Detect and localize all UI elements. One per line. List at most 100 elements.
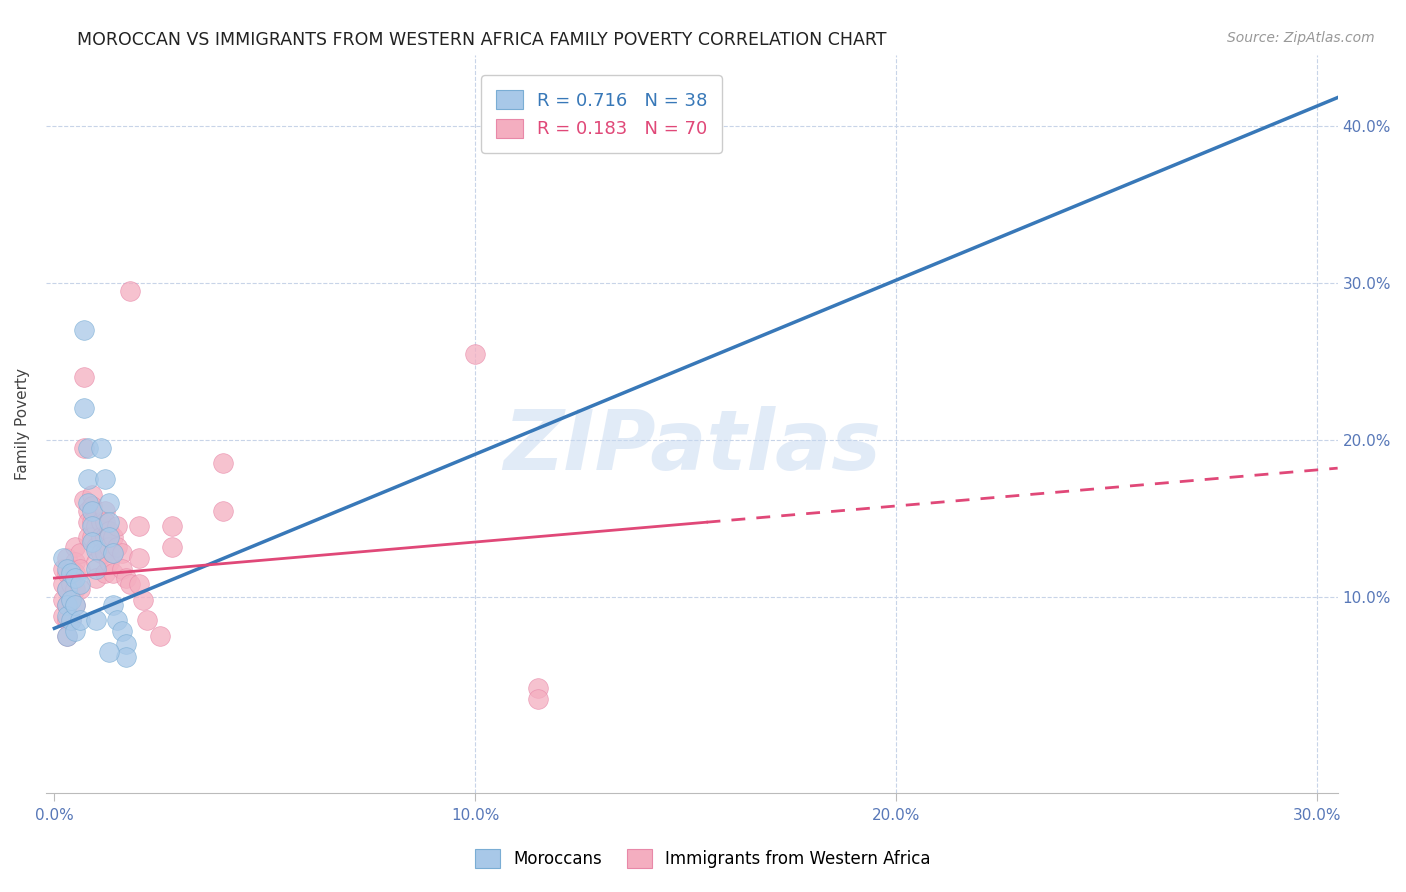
Point [77, 503, 100, 517]
Text: ZIPatlas: ZIPatlas [503, 406, 880, 487]
Point [65, 624, 87, 639]
Point [52, 593, 75, 607]
Point [69, 614, 91, 628]
Point [527, 681, 550, 695]
Point [56, 582, 79, 596]
Point [77, 441, 100, 455]
Point [69, 577, 91, 591]
Point [98, 496, 121, 510]
Point [65, 582, 87, 596]
Text: Source: ZipAtlas.com: Source: ZipAtlas.com [1227, 31, 1375, 45]
Point [82, 488, 104, 502]
Point [56, 608, 79, 623]
Point [86, 555, 108, 569]
Point [56, 566, 79, 581]
Point [103, 598, 125, 612]
Point [90, 441, 112, 455]
Point [65, 571, 87, 585]
Point [111, 624, 134, 639]
Point [90, 546, 112, 560]
Point [612, 135, 634, 149]
Point [60, 561, 83, 575]
Point [86, 542, 108, 557]
Point [65, 555, 87, 569]
Point [103, 546, 125, 560]
Point [82, 515, 104, 529]
Point [65, 540, 87, 554]
Point [56, 582, 79, 596]
Point [73, 323, 96, 337]
Point [73, 492, 96, 507]
Point [69, 561, 91, 575]
Point [148, 629, 170, 643]
Point [77, 515, 100, 529]
Point [94, 546, 117, 560]
Point [111, 561, 134, 575]
Point [103, 530, 125, 544]
Point [77, 530, 100, 544]
Point [60, 577, 83, 591]
Point [211, 503, 233, 517]
Point [60, 566, 83, 581]
Point [56, 561, 79, 575]
Point [136, 614, 159, 628]
Point [98, 515, 121, 529]
Point [86, 561, 108, 575]
Point [69, 546, 91, 560]
Point [52, 561, 75, 575]
Point [65, 598, 87, 612]
Point [56, 629, 79, 643]
Point [82, 503, 104, 517]
Text: MOROCCAN VS IMMIGRANTS FROM WESTERN AFRICA FAMILY POVERTY CORRELATION CHART: MOROCCAN VS IMMIGRANTS FROM WESTERN AFRI… [77, 31, 887, 49]
Point [52, 550, 75, 565]
Point [98, 645, 121, 659]
Point [211, 457, 233, 471]
Point [56, 598, 79, 612]
Point [86, 519, 108, 533]
Point [86, 540, 108, 554]
Point [56, 550, 79, 565]
Point [94, 472, 117, 486]
Point [132, 593, 155, 607]
Point [103, 566, 125, 581]
Point [82, 530, 104, 544]
Point [94, 566, 117, 581]
Point [56, 614, 79, 628]
Point [464, 346, 486, 360]
Point [73, 441, 96, 455]
Point [77, 496, 100, 510]
Point [107, 614, 129, 628]
Point [65, 598, 87, 612]
Point [52, 608, 75, 623]
Point [128, 577, 150, 591]
Point [94, 515, 117, 529]
Point [82, 535, 104, 549]
Point [52, 577, 75, 591]
Point [73, 401, 96, 416]
Point [77, 472, 100, 486]
Legend: Moroccans, Immigrants from Western Africa: Moroccans, Immigrants from Western Afric… [468, 843, 938, 875]
Point [128, 550, 150, 565]
Point [111, 546, 134, 560]
Point [527, 692, 550, 706]
Point [60, 614, 83, 628]
Point [86, 614, 108, 628]
Point [60, 593, 83, 607]
Point [115, 571, 138, 585]
Point [82, 519, 104, 533]
Point [160, 540, 183, 554]
Point [98, 524, 121, 538]
Point [115, 637, 138, 651]
Point [56, 598, 79, 612]
Point [56, 629, 79, 643]
Point [98, 540, 121, 554]
Point [73, 370, 96, 384]
Point [120, 284, 142, 298]
Point [98, 555, 121, 569]
Point [107, 519, 129, 533]
Point [128, 519, 150, 533]
Point [65, 566, 87, 581]
Point [98, 530, 121, 544]
Legend: R = 0.716   N = 38, R = 0.183   N = 70: R = 0.716 N = 38, R = 0.183 N = 70 [481, 75, 723, 153]
Point [107, 540, 129, 554]
